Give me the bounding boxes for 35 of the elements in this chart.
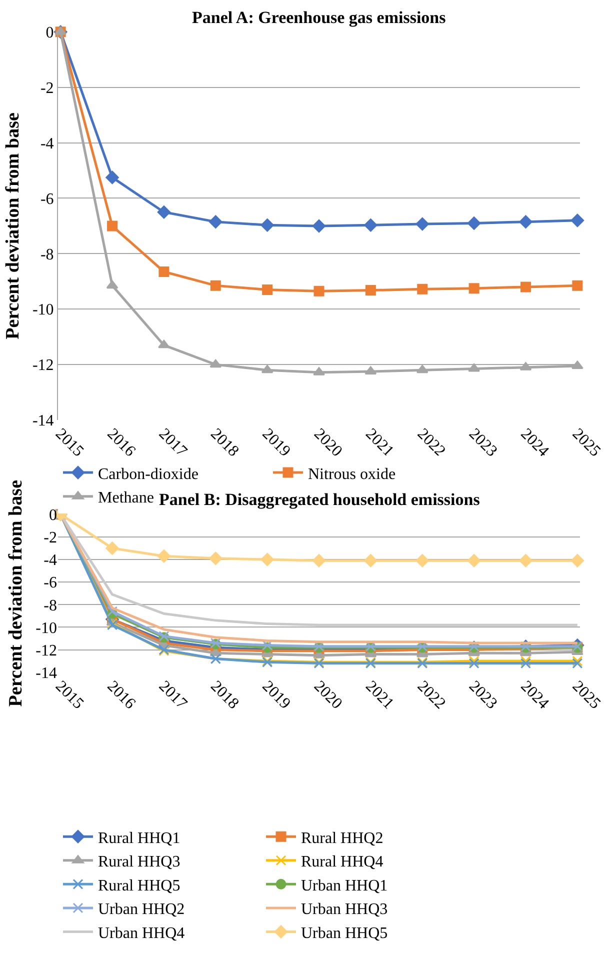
legend-label: Urban HHQ4 (98, 925, 185, 942)
y-tick-label: -8 (40, 246, 54, 264)
legend-label: Rural HHQ5 (98, 877, 180, 894)
x-tick-label: 2017 (155, 678, 190, 712)
legend-label: Rural HHQ3 (98, 854, 180, 871)
x-tick-label: 2017 (155, 425, 190, 460)
y-tick-label: -14 (36, 664, 57, 682)
y-tick-label: -8 (44, 597, 57, 614)
legend-label: Rural HHQ4 (301, 854, 384, 871)
y-axis-title: Percent deviation from base (2, 112, 24, 340)
y-tick-label: -2 (40, 80, 54, 97)
legend-label: Methane (98, 490, 154, 507)
chart-title: Panel A: Greenhouse gas emissions (192, 8, 446, 27)
y-tick-label: -6 (40, 190, 54, 208)
legend-label: Urban HHQ3 (301, 901, 388, 918)
y-tick-label: -6 (44, 574, 57, 592)
legend-label: Urban HHQ5 (301, 925, 388, 942)
y-tick-label: -2 (44, 530, 57, 547)
y-tick-label: 0 (49, 506, 57, 524)
legend-label: Nitrous oxide (308, 466, 396, 483)
y-tick-label: -10 (36, 620, 57, 637)
y-tick-label: -4 (44, 552, 57, 570)
legend-label: Urban HHQ2 (98, 901, 185, 918)
legend-label: Rural HHQ2 (301, 830, 384, 847)
y-tick-label: -4 (40, 135, 54, 152)
y-tick-label: -14 (32, 412, 54, 430)
legend-label: Urban HHQ1 (301, 877, 388, 894)
y-tick-label: -12 (32, 357, 54, 374)
legend-label: Rural HHQ1 (98, 830, 180, 847)
legend-label: Carbon-dioxide (98, 466, 198, 483)
chart-title: Panel B: Disaggregated household emissions (159, 490, 480, 509)
y-axis-title: Percent deviation from base (6, 480, 27, 707)
y-tick-label: 0 (46, 24, 54, 42)
y-tick-label: -10 (32, 302, 54, 319)
y-tick-label: -12 (36, 642, 57, 660)
